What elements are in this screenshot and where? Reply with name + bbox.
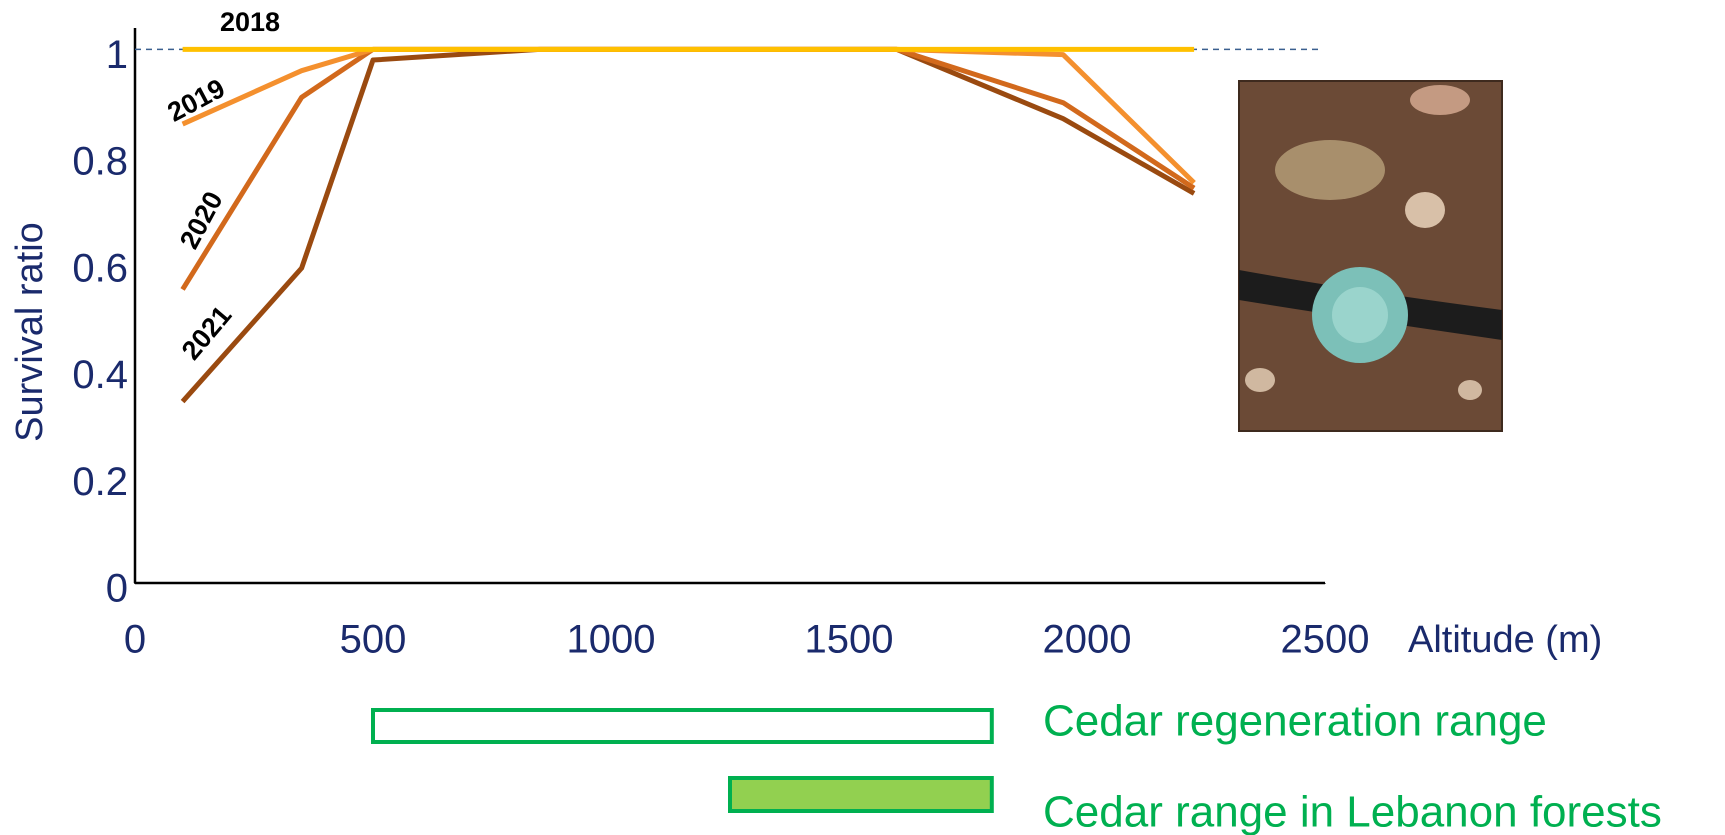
y-tick-label: 1	[106, 33, 128, 77]
y-tick-label: 0.8	[72, 140, 128, 184]
y-tick-label: 0.2	[72, 460, 128, 504]
x-tick-label: 1500	[805, 618, 894, 662]
series-label: 2018	[220, 7, 280, 37]
series-line	[180, 46, 1196, 404]
seedling-photo	[1238, 80, 1503, 432]
range-bar	[371, 708, 994, 744]
range-bar	[728, 776, 994, 813]
y-axis-label: Survival ratio	[9, 222, 51, 442]
y-tick-label: 0	[106, 567, 128, 611]
x-tick-label: 2000	[1043, 618, 1132, 662]
y-tick-label: 0.4	[72, 353, 128, 397]
x-tick-label: 1000	[567, 618, 656, 662]
range-label: Cedar range in Lebanon forests	[1043, 788, 1662, 835]
series-label: 2021	[176, 300, 238, 365]
x-tick-label: 2500	[1281, 618, 1370, 662]
series-line	[181, 46, 1196, 185]
x-tick-label: 500	[340, 618, 407, 662]
y-tick-label: 0.6	[72, 246, 128, 290]
x-axis-label: Altitude (m)	[1408, 619, 1602, 661]
x-tick-label: 0	[124, 618, 146, 662]
range-label: Cedar regeneration range	[1043, 697, 1547, 746]
series-label: 2020	[174, 187, 229, 254]
